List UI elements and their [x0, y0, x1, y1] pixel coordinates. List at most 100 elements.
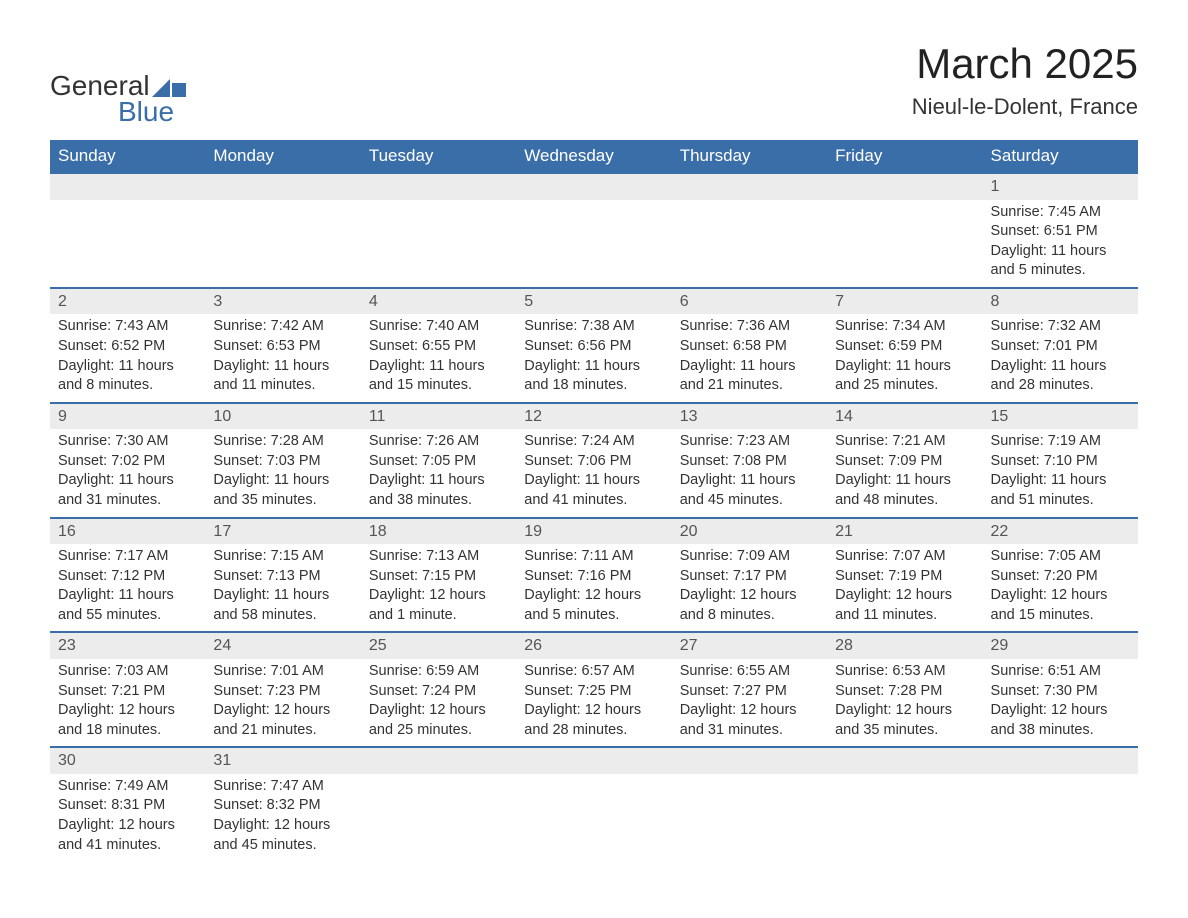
day-data-cell [361, 200, 516, 288]
day-number-cell: 23 [50, 632, 205, 659]
day-number-cell: 19 [516, 518, 671, 545]
daylight-line: Daylight: 12 hours and 45 minutes. [213, 816, 352, 855]
day-number-cell: 27 [672, 632, 827, 659]
day-number-cell: 13 [672, 403, 827, 430]
day-number-cell: 24 [205, 632, 360, 659]
day-data-row: Sunrise: 7:17 AMSunset: 7:12 PMDaylight:… [50, 544, 1138, 632]
day-data-cell: Sunrise: 6:55 AMSunset: 7:27 PMDaylight:… [672, 659, 827, 747]
month-title: March 2025 [912, 40, 1138, 88]
day-data-cell: Sunrise: 7:21 AMSunset: 7:09 PMDaylight:… [827, 429, 982, 517]
day-number-cell: 17 [205, 518, 360, 545]
sunset-line: Sunset: 8:32 PM [213, 796, 352, 816]
weekday-header: Sunday [50, 140, 205, 173]
sunrise-line: Sunrise: 7:21 AM [835, 432, 974, 452]
sunrise-line: Sunrise: 7:38 AM [524, 317, 663, 337]
sunrise-line: Sunrise: 7:30 AM [58, 432, 197, 452]
day-number-cell: 9 [50, 403, 205, 430]
logo-text-blue: Blue [118, 96, 174, 128]
daylight-line: Daylight: 12 hours and 25 minutes. [369, 701, 508, 740]
sunset-line: Sunset: 7:20 PM [991, 567, 1130, 587]
day-data-cell: Sunrise: 7:45 AMSunset: 6:51 PMDaylight:… [983, 200, 1138, 288]
daylight-line: Daylight: 11 hours and 55 minutes. [58, 586, 197, 625]
day-number-cell [672, 747, 827, 774]
day-number-cell [827, 173, 982, 200]
day-data-cell [983, 774, 1138, 861]
day-data-cell: Sunrise: 7:36 AMSunset: 6:58 PMDaylight:… [672, 314, 827, 402]
sunrise-line: Sunrise: 7:26 AM [369, 432, 508, 452]
sunset-line: Sunset: 6:52 PM [58, 337, 197, 357]
day-number-cell [672, 173, 827, 200]
daylight-line: Daylight: 11 hours and 48 minutes. [835, 471, 974, 510]
day-number-cell [827, 747, 982, 774]
day-number-cell: 11 [361, 403, 516, 430]
day-number-cell [361, 747, 516, 774]
day-number-cell: 22 [983, 518, 1138, 545]
day-data-cell: Sunrise: 7:03 AMSunset: 7:21 PMDaylight:… [50, 659, 205, 747]
day-data-cell [361, 774, 516, 861]
day-data-cell: Sunrise: 7:07 AMSunset: 7:19 PMDaylight:… [827, 544, 982, 632]
sunset-line: Sunset: 7:27 PM [680, 682, 819, 702]
day-number-cell [983, 747, 1138, 774]
day-number-row: 3031 [50, 747, 1138, 774]
sunrise-line: Sunrise: 7:13 AM [369, 547, 508, 567]
day-number-cell: 1 [983, 173, 1138, 200]
day-data-cell: Sunrise: 7:23 AMSunset: 7:08 PMDaylight:… [672, 429, 827, 517]
daylight-line: Daylight: 11 hours and 5 minutes. [991, 242, 1130, 281]
daylight-line: Daylight: 12 hours and 41 minutes. [58, 816, 197, 855]
sunrise-line: Sunrise: 7:24 AM [524, 432, 663, 452]
sunrise-line: Sunrise: 7:07 AM [835, 547, 974, 567]
day-data-cell: Sunrise: 7:24 AMSunset: 7:06 PMDaylight:… [516, 429, 671, 517]
daylight-line: Daylight: 12 hours and 18 minutes. [58, 701, 197, 740]
day-number-cell: 15 [983, 403, 1138, 430]
calendar-body: 1Sunrise: 7:45 AMSunset: 6:51 PMDaylight… [50, 173, 1138, 861]
day-data-cell: Sunrise: 7:47 AMSunset: 8:32 PMDaylight:… [205, 774, 360, 861]
daylight-line: Daylight: 12 hours and 38 minutes. [991, 701, 1130, 740]
day-number-cell: 4 [361, 288, 516, 315]
weekday-header: Tuesday [361, 140, 516, 173]
sunset-line: Sunset: 7:05 PM [369, 452, 508, 472]
day-data-row: Sunrise: 7:45 AMSunset: 6:51 PMDaylight:… [50, 200, 1138, 288]
sunset-line: Sunset: 7:02 PM [58, 452, 197, 472]
day-number-cell: 21 [827, 518, 982, 545]
day-data-cell: Sunrise: 7:11 AMSunset: 7:16 PMDaylight:… [516, 544, 671, 632]
day-data-cell: Sunrise: 7:26 AMSunset: 7:05 PMDaylight:… [361, 429, 516, 517]
day-data-cell: Sunrise: 6:53 AMSunset: 7:28 PMDaylight:… [827, 659, 982, 747]
daylight-line: Daylight: 11 hours and 41 minutes. [524, 471, 663, 510]
sunrise-line: Sunrise: 7:03 AM [58, 662, 197, 682]
sunrise-line: Sunrise: 6:51 AM [991, 662, 1130, 682]
day-data-cell: Sunrise: 6:51 AMSunset: 7:30 PMDaylight:… [983, 659, 1138, 747]
sunset-line: Sunset: 8:31 PM [58, 796, 197, 816]
day-number-cell: 6 [672, 288, 827, 315]
sunrise-line: Sunrise: 7:17 AM [58, 547, 197, 567]
sunset-line: Sunset: 7:13 PM [213, 567, 352, 587]
day-data-cell: Sunrise: 7:30 AMSunset: 7:02 PMDaylight:… [50, 429, 205, 517]
day-data-cell: Sunrise: 7:32 AMSunset: 7:01 PMDaylight:… [983, 314, 1138, 402]
day-data-cell: Sunrise: 7:40 AMSunset: 6:55 PMDaylight:… [361, 314, 516, 402]
day-number-cell: 20 [672, 518, 827, 545]
day-number-row: 23242526272829 [50, 632, 1138, 659]
daylight-line: Daylight: 11 hours and 28 minutes. [991, 357, 1130, 396]
sunset-line: Sunset: 6:58 PM [680, 337, 819, 357]
day-number-cell: 10 [205, 403, 360, 430]
day-data-cell [516, 774, 671, 861]
day-data-row: Sunrise: 7:43 AMSunset: 6:52 PMDaylight:… [50, 314, 1138, 402]
daylight-line: Daylight: 11 hours and 51 minutes. [991, 471, 1130, 510]
day-data-cell: Sunrise: 7:17 AMSunset: 7:12 PMDaylight:… [50, 544, 205, 632]
sunset-line: Sunset: 7:19 PM [835, 567, 974, 587]
sunrise-line: Sunrise: 7:11 AM [524, 547, 663, 567]
sunset-line: Sunset: 6:53 PM [213, 337, 352, 357]
daylight-line: Daylight: 11 hours and 38 minutes. [369, 471, 508, 510]
day-data-cell: Sunrise: 7:49 AMSunset: 8:31 PMDaylight:… [50, 774, 205, 861]
sunset-line: Sunset: 6:51 PM [991, 222, 1130, 242]
day-number-row: 2345678 [50, 288, 1138, 315]
daylight-line: Daylight: 11 hours and 35 minutes. [213, 471, 352, 510]
daylight-line: Daylight: 12 hours and 5 minutes. [524, 586, 663, 625]
weekday-header: Monday [205, 140, 360, 173]
sunset-line: Sunset: 7:01 PM [991, 337, 1130, 357]
day-number-cell: 12 [516, 403, 671, 430]
day-data-cell [672, 200, 827, 288]
sunset-line: Sunset: 7:06 PM [524, 452, 663, 472]
weekday-header: Wednesday [516, 140, 671, 173]
sunset-line: Sunset: 7:30 PM [991, 682, 1130, 702]
sunset-line: Sunset: 7:10 PM [991, 452, 1130, 472]
